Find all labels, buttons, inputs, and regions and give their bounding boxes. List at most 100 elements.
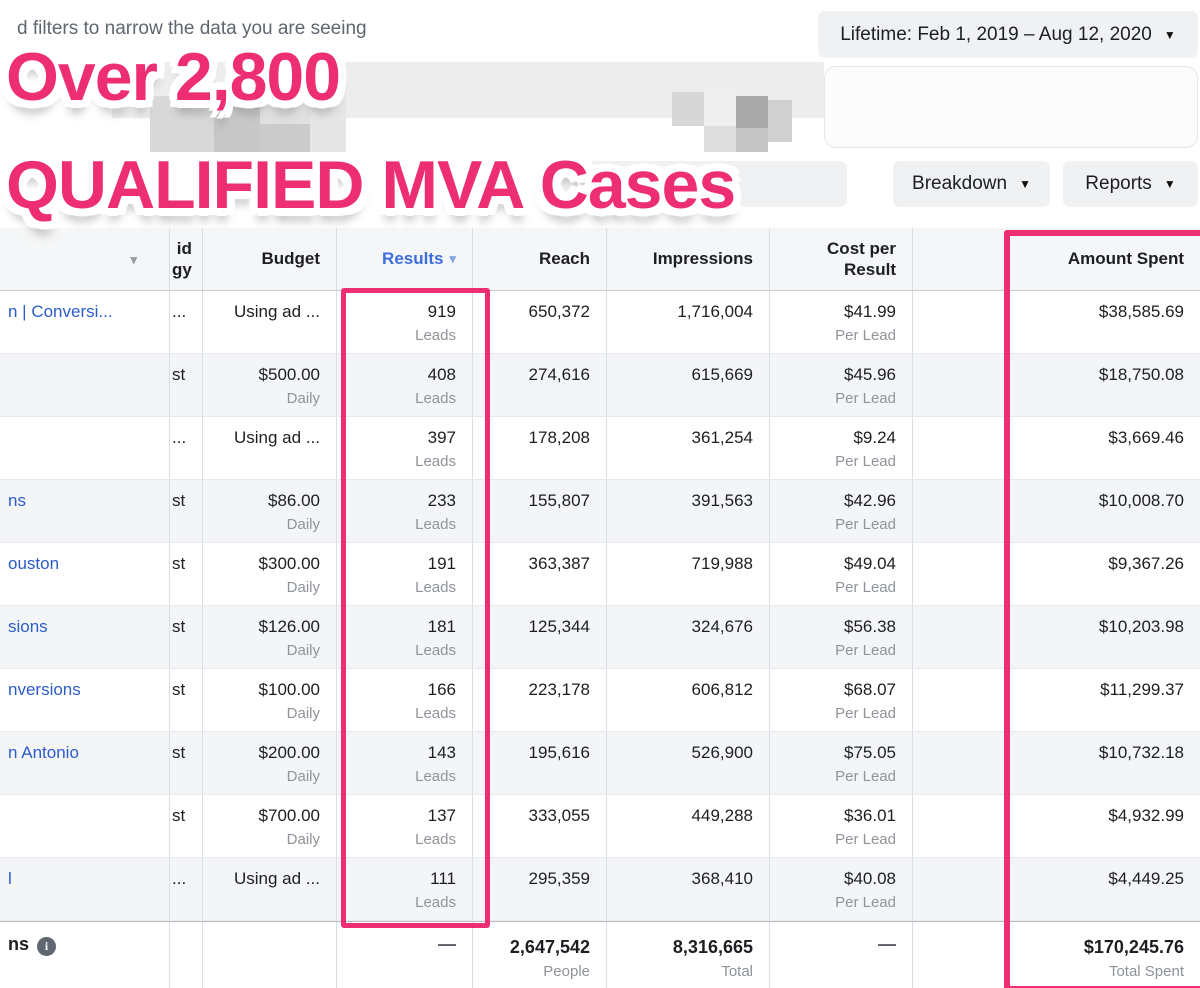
table-row: n | Conversi... ... Using ad ... 919 Lea… (0, 291, 1200, 354)
amount-spent-cell: $10,203.98 (1098, 617, 1184, 636)
amount-spent-cell: $4,932.99 (1108, 806, 1184, 825)
budget-cell: $200.00 Daily (203, 732, 337, 794)
filters-hint-text: d filters to narrow the data you are see… (17, 18, 367, 39)
campaign-name-cell: nversions (0, 669, 170, 731)
header-cost-per-result[interactable]: Cost per Result (770, 228, 913, 290)
totals-row: ns i — 2,647,542 People 8,316,665 Total … (0, 921, 1200, 988)
censored-mosaic (310, 96, 346, 152)
amount-spent-cell: $10,008.70 (1098, 491, 1184, 510)
amount-spent-cell: $9,367.26 (1108, 554, 1184, 573)
header-reach[interactable]: Reach (473, 228, 607, 290)
bid-strategy-cell: ... (170, 291, 203, 353)
impressions-cell: 391,563 (607, 480, 770, 542)
breakdown-label: Breakdown (912, 173, 1008, 194)
columns-button[interactable]: um (563, 161, 847, 207)
results-cell: 181 Leads (337, 606, 473, 668)
campaign-name-cell (0, 354, 170, 416)
header-results[interactable]: Results ▾ (337, 228, 473, 290)
censored-mosaic (704, 126, 736, 152)
header-amount-spent[interactable]: Amount Spent (1067, 249, 1184, 269)
cost-per-result-cell: $42.96 Per Lead (770, 480, 913, 542)
results-cell: 111 Leads (337, 858, 473, 920)
table-row: nversions st $100.00 Daily 166 Leads 223… (0, 669, 1200, 732)
budget-cell: Using ad ... (203, 417, 337, 479)
impressions-cell: 606,812 (607, 669, 770, 731)
results-cell: 397 Leads (337, 417, 473, 479)
censored-mosaic (672, 92, 704, 126)
table-row: ns st $86.00 Daily 233 Leads 155,807 391… (0, 480, 1200, 543)
amount-spent-cell: $11,299.37 (1100, 680, 1184, 699)
bid-strategy-cell: st (170, 732, 203, 794)
table-body: n | Conversi... ... Using ad ... 919 Lea… (0, 291, 1200, 921)
info-icon[interactable]: i (37, 937, 57, 956)
date-range-label: Lifetime: Feb 1, 2019 – Aug 12, 2020 (840, 23, 1152, 45)
campaign-name-link[interactable]: l (8, 869, 12, 888)
censored-mosaic (704, 88, 736, 126)
reach-cell: 333,055 (473, 795, 607, 857)
censored-mosaic (150, 96, 214, 152)
top-right-card (824, 66, 1198, 148)
cost-per-result-cell: $56.38 Per Lead (770, 606, 913, 668)
budget-cell: $500.00 Daily (203, 354, 337, 416)
budget-cell: $700.00 Daily (203, 795, 337, 857)
sort-caret-icon: ▾ (449, 250, 456, 266)
cost-per-result-cell: $36.01 Per Lead (770, 795, 913, 857)
reach-cell: 178,208 (473, 417, 607, 479)
table-row: st $500.00 Daily 408 Leads 274,616 615,6… (0, 354, 1200, 417)
reach-cell: 155,807 (473, 480, 607, 542)
campaign-name-cell: ns (0, 480, 170, 542)
reach-cell: 274,616 (473, 354, 607, 416)
overlay-headline-line2: QUALIFIED MVA Cases (6, 147, 736, 223)
amount-spent-cell: $38,585.69 (1098, 302, 1184, 321)
campaign-name-cell (0, 795, 170, 857)
censored-mosaic (736, 96, 768, 128)
results-cell: 137 Leads (337, 795, 473, 857)
impressions-cell: 324,676 (607, 606, 770, 668)
results-cell: 191 Leads (337, 543, 473, 605)
campaign-name-link[interactable]: n Antonio (8, 743, 79, 762)
campaign-name-link[interactable]: n | Conversi... (8, 302, 113, 321)
date-range-selector[interactable]: Lifetime: Feb 1, 2019 – Aug 12, 2020 ▼ (818, 11, 1198, 58)
header-bid-strategy[interactable]: id gy (170, 228, 203, 290)
totals-reach: 2,647,542 People (473, 922, 607, 988)
cost-per-result-cell: $40.08 Per Lead (770, 858, 913, 920)
header-budget[interactable]: Budget (203, 228, 337, 290)
table-row: n Antonio st $200.00 Daily 143 Leads 195… (0, 732, 1200, 795)
campaign-name-link[interactable]: sions (8, 617, 48, 636)
impressions-cell: 615,669 (607, 354, 770, 416)
header-campaign-name[interactable]: ▾ (0, 228, 170, 290)
campaign-name-link[interactable]: ns (8, 491, 26, 510)
table-row: sions st $126.00 Daily 181 Leads 125,344… (0, 606, 1200, 669)
reach-cell: 195,616 (473, 732, 607, 794)
campaign-name-cell: n | Conversi... (0, 291, 170, 353)
budget-cell: Using ad ... (203, 858, 337, 920)
censored-mosaic (260, 124, 310, 152)
results-cell: 408 Leads (337, 354, 473, 416)
columns-button-fragment: um (608, 173, 635, 194)
results-cell: 919 Leads (337, 291, 473, 353)
table-row: l ... Using ad ... 111 Leads 295,359 368… (0, 858, 1200, 921)
bid-strategy-cell: ... (170, 417, 203, 479)
impressions-cell: 1,716,004 (607, 291, 770, 353)
cost-per-result-cell: $75.05 Per Lead (770, 732, 913, 794)
chevron-down-icon: ▼ (1163, 27, 1176, 42)
results-highlight-rectangle (341, 288, 490, 928)
totals-amount-spent: $170,245.76 Total Spent (1083, 937, 1184, 980)
table-row: ... Using ad ... 397 Leads 178,208 361,2… (0, 417, 1200, 480)
header-impressions[interactable]: Impressions (607, 228, 770, 290)
results-cell: 166 Leads (337, 669, 473, 731)
reports-label: Reports (1085, 173, 1152, 194)
campaign-name-cell: ouston (0, 543, 170, 605)
impressions-cell: 368,410 (607, 858, 770, 920)
budget-cell: $86.00 Daily (203, 480, 337, 542)
campaign-name-link[interactable]: nversions (8, 680, 81, 699)
campaign-name-cell: l (0, 858, 170, 920)
cost-per-result-cell: $9.24 Per Lead (770, 417, 913, 479)
budget-cell: $126.00 Daily (203, 606, 337, 668)
reports-button[interactable]: Reports ▼ (1063, 161, 1198, 207)
chevron-down-icon: ▼ (1163, 177, 1176, 191)
campaign-name-link[interactable]: ouston (8, 554, 60, 573)
breakdown-button[interactable]: Breakdown ▼ (893, 161, 1050, 207)
bid-strategy-cell: st (170, 543, 203, 605)
